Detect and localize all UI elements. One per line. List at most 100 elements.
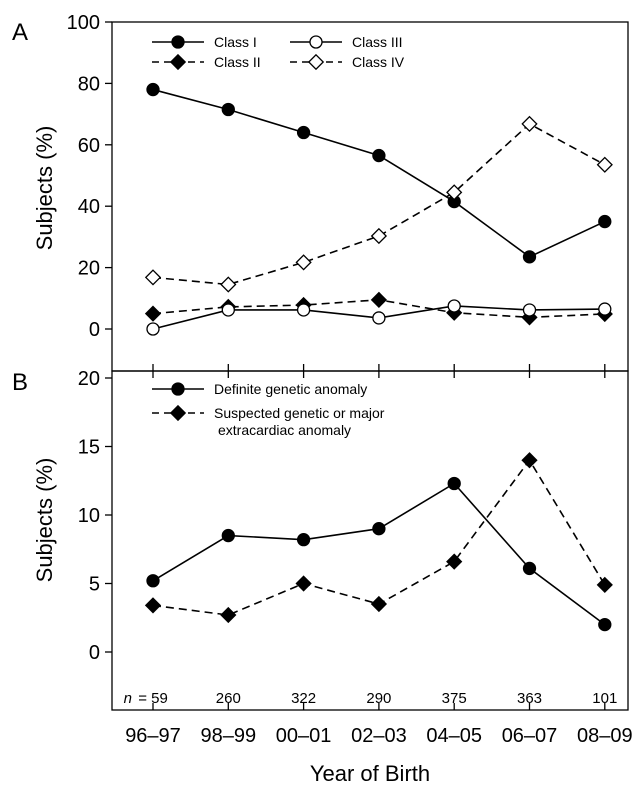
panel-b-n-label-3: 290	[366, 690, 391, 707]
panel-b-series-1-point-0	[144, 597, 162, 614]
panel-a-series-2-point-3	[372, 311, 386, 325]
panel-b-legend-label-1: Suspected genetic or major	[214, 405, 385, 421]
x-tick-label-4: 04–05	[426, 725, 482, 747]
panel-b-series-1-point-6	[596, 576, 613, 593]
panel-a-letter: A	[12, 19, 28, 46]
series-layer	[144, 82, 613, 632]
x-tick-label-5: 06–07	[502, 725, 558, 747]
panel-a-series-0-point-0	[146, 82, 160, 97]
panel-b-n-label-2: 322	[291, 690, 316, 707]
panel-a-y-axis-title: Subjects (%)	[32, 126, 57, 251]
x-axis-title: Year of Birth	[310, 761, 430, 786]
panel-b-y-tick-label-2: 10	[78, 505, 100, 527]
panel-a-series-2-point-0	[146, 322, 160, 336]
panel-a-series-3-point-0	[144, 269, 162, 286]
panel-b-series-0-point-2	[296, 533, 311, 547]
panel-b-n-prefix: n	[124, 690, 132, 707]
panel-a-series-3-point-2	[295, 254, 312, 271]
panel-b-legend-swatch-marker-1	[169, 404, 187, 422]
panel-b-series-0-point-5	[522, 561, 537, 576]
panel-b-series-1-point-3	[370, 595, 388, 613]
panel-b-n-label-0: = 59	[138, 690, 168, 707]
panel-b-n-label-6: 101	[592, 690, 617, 707]
panel-b-series-0-point-4	[447, 476, 461, 491]
panel-b-y-tick-label-0: 0	[89, 642, 100, 664]
panel-a-legend-item-3: Class IV	[290, 53, 405, 71]
panel-b-series-1-point-1	[220, 606, 237, 624]
legend-layer: Class I Class II Class III Class IV Definite…	[152, 34, 405, 438]
panel-a-series-0-point-5	[522, 250, 537, 264]
panel-a-series-3-line	[152, 122, 606, 286]
panel-a-y-tick-label-0: 0	[89, 319, 100, 341]
panel-b-series-1-point-5	[521, 452, 538, 469]
panel-b-series-1	[144, 452, 613, 624]
panel-b-legend-swatch-marker-0	[171, 382, 185, 396]
panel-a-series-2-point-1	[221, 303, 235, 317]
panel-a-y-tick-label-5: 100	[67, 12, 100, 34]
panel-a-legend-swatch-marker-2	[309, 35, 323, 49]
panel-b-legend-item-0: Definite genetic anomaly	[152, 381, 367, 397]
panel-a-legend-item-0: Class I	[152, 34, 257, 50]
panel-b-y-tick-label-3: 15	[78, 437, 100, 459]
panel-b-n-label-5: 363	[517, 690, 542, 707]
panel-a-series-3-point-3	[370, 227, 388, 245]
panel-a-legend-label-3: Class IV	[352, 54, 405, 70]
panel-a-y-tick-label-1: 20	[78, 258, 100, 280]
panel-a-series-3	[144, 115, 613, 293]
panel-a-series-3-point-6	[596, 156, 613, 173]
panel-a-frame	[111, 21, 629, 372]
panel-b-series-1-point-2	[295, 575, 312, 592]
panel-a-legend-label-2: Class III	[352, 34, 403, 50]
panel-b-frame	[111, 370, 629, 711]
panel-b-y-tick-label-4: 20	[78, 368, 100, 390]
panel-a-series-0-point-1	[221, 102, 235, 117]
panel-a-series-0-point-2	[296, 125, 311, 140]
x-tick-label-3: 02–03	[351, 725, 407, 747]
panel-a-y-tick-label-4: 80	[78, 73, 100, 95]
panel-a-series-2-point-6	[598, 302, 612, 316]
panel-a-series-0	[146, 82, 612, 264]
panel-a-legend-swatch-marker-1	[169, 53, 187, 71]
panel-b-series-0-point-0	[146, 574, 160, 588]
panel-a-y-tick-label-2: 40	[78, 196, 100, 218]
panel-a-series-3-point-1	[220, 276, 237, 293]
panel-b-series-0-point-6	[598, 617, 612, 632]
panel-b-series-0-point-1	[221, 528, 235, 543]
panel-b-series-0	[146, 476, 612, 632]
panel-b-letter: B	[12, 369, 28, 396]
ticks-layer	[105, 21, 606, 710]
panel-b-legend-label-1-line2: extracardiac anomaly	[218, 422, 351, 438]
panel-b-y-tick-label-1: 5	[89, 574, 100, 596]
panel-a-series-2-point-2	[296, 303, 311, 317]
panel-a-series-2-point-5	[522, 303, 537, 317]
panel-a-legend-item-2: Class III	[290, 34, 403, 50]
panel-a-series-2	[146, 299, 612, 336]
labels-layer: 0 20 40 60 80 100 0 5 10 15 20 = 59 260 322 290 375 363 1…	[67, 12, 633, 747]
panel-a-series-0-point-3	[372, 148, 386, 163]
panel-b-n-label-4: 375	[442, 690, 467, 707]
panel-a-series-1-point-0	[144, 305, 162, 322]
panel-a-legend-swatch-marker-0	[171, 35, 185, 49]
panel-a-series-2-point-4	[447, 299, 461, 313]
panel-a-series-3-point-5	[521, 115, 538, 133]
x-tick-label-6: 08–09	[577, 725, 633, 747]
panel-a-series-1-point-3	[370, 291, 388, 308]
panel-a-y-tick-label-3: 60	[78, 135, 100, 157]
panel-b-series-1-line	[152, 458, 606, 616]
x-tick-label-1: 98–99	[200, 725, 256, 747]
panel-a-series-3-point-4	[446, 184, 463, 201]
panel-b-y-axis-title: Subjects (%)	[32, 458, 57, 583]
x-tick-label-0: 96–97	[125, 725, 181, 747]
panel-b-legend-label-0: Definite genetic anomaly	[214, 381, 367, 397]
panel-a-legend-label-0: Class I	[214, 34, 257, 50]
panel-a-legend-label-1: Class II	[214, 54, 261, 70]
panel-a-legend-swatch-marker-3	[307, 53, 325, 71]
panel-b-series-0-point-3	[372, 522, 386, 536]
panel-b-series-1-point-4	[446, 553, 463, 570]
panel-b-n-label-1: 260	[216, 690, 241, 707]
panel-a-legend-item-1: Class II	[152, 53, 261, 71]
x-tick-label-2: 00–01	[276, 725, 332, 747]
